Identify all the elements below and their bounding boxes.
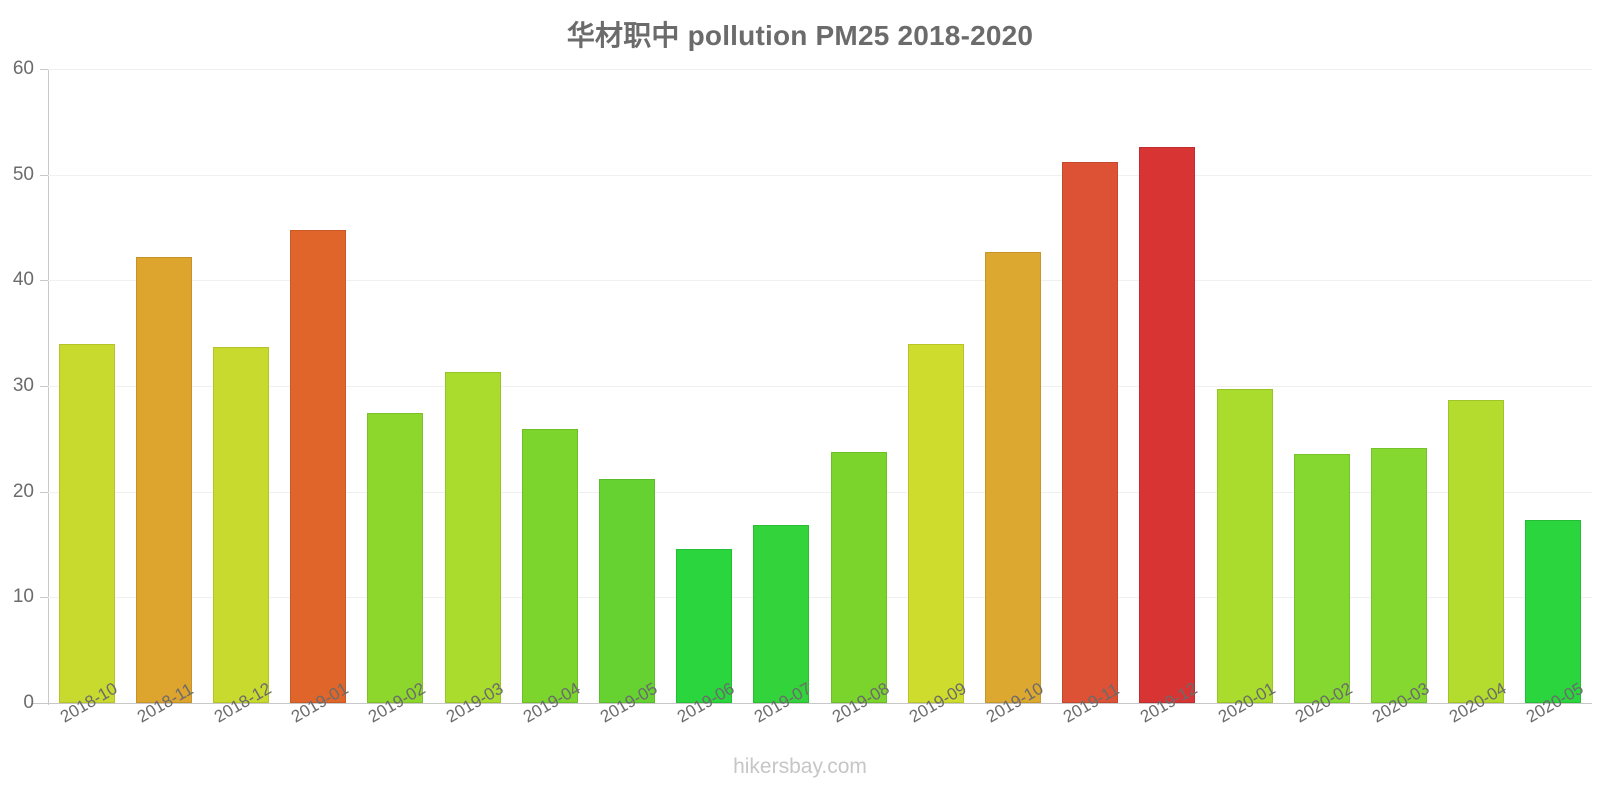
bar[interactable]: [58, 343, 115, 703]
bar[interactable]: [1216, 389, 1273, 703]
bar[interactable]: [1062, 162, 1119, 703]
bar[interactable]: [521, 429, 578, 703]
bar[interactable]: [1448, 399, 1505, 703]
y-axis-label: 0: [23, 692, 34, 713]
gridline: [48, 69, 1592, 70]
y-axis-tick: [40, 386, 48, 387]
y-axis-line: [48, 69, 49, 705]
plot-area: [40, 69, 1592, 704]
bar[interactable]: [367, 413, 424, 703]
x-axis-line: [32, 703, 1592, 704]
bar[interactable]: [213, 346, 269, 703]
bar[interactable]: [1139, 147, 1196, 703]
y-axis-tick: [40, 280, 48, 282]
y-axis-label: 10: [12, 586, 34, 608]
bar[interactable]: [599, 479, 655, 703]
gridline: [48, 280, 1592, 282]
bar[interactable]: [1293, 453, 1350, 703]
y-axis-tick: [40, 597, 48, 599]
bar[interactable]: [985, 251, 1041, 703]
source-watermark: hikersbay.com: [733, 755, 867, 778]
bar[interactable]: [676, 548, 733, 703]
bar[interactable]: [290, 229, 347, 703]
y-axis-tick: [40, 491, 48, 493]
bar[interactable]: [753, 525, 810, 703]
bar[interactable]: [1371, 448, 1427, 703]
gridline: [48, 491, 1592, 493]
bar[interactable]: [135, 257, 192, 703]
y-axis-label: 20: [12, 480, 34, 502]
bar[interactable]: [830, 451, 887, 703]
bar[interactable]: [1525, 520, 1582, 703]
bar[interactable]: [444, 372, 501, 703]
y-axis-label: 30: [12, 375, 34, 396]
y-axis-label: 60: [12, 58, 34, 79]
gridline: [48, 386, 1592, 387]
y-axis-tick: [40, 703, 48, 704]
gridline: [48, 174, 1592, 176]
y-axis-label: 50: [12, 163, 34, 185]
y-axis-label: 40: [12, 269, 34, 291]
gridline: [48, 597, 1592, 599]
y-axis-tick: [40, 69, 48, 70]
page-title: 华材职中 pollution PM25 2018-2020: [566, 20, 1034, 51]
y-axis-tick: [40, 174, 48, 176]
bar[interactable]: [907, 343, 964, 703]
